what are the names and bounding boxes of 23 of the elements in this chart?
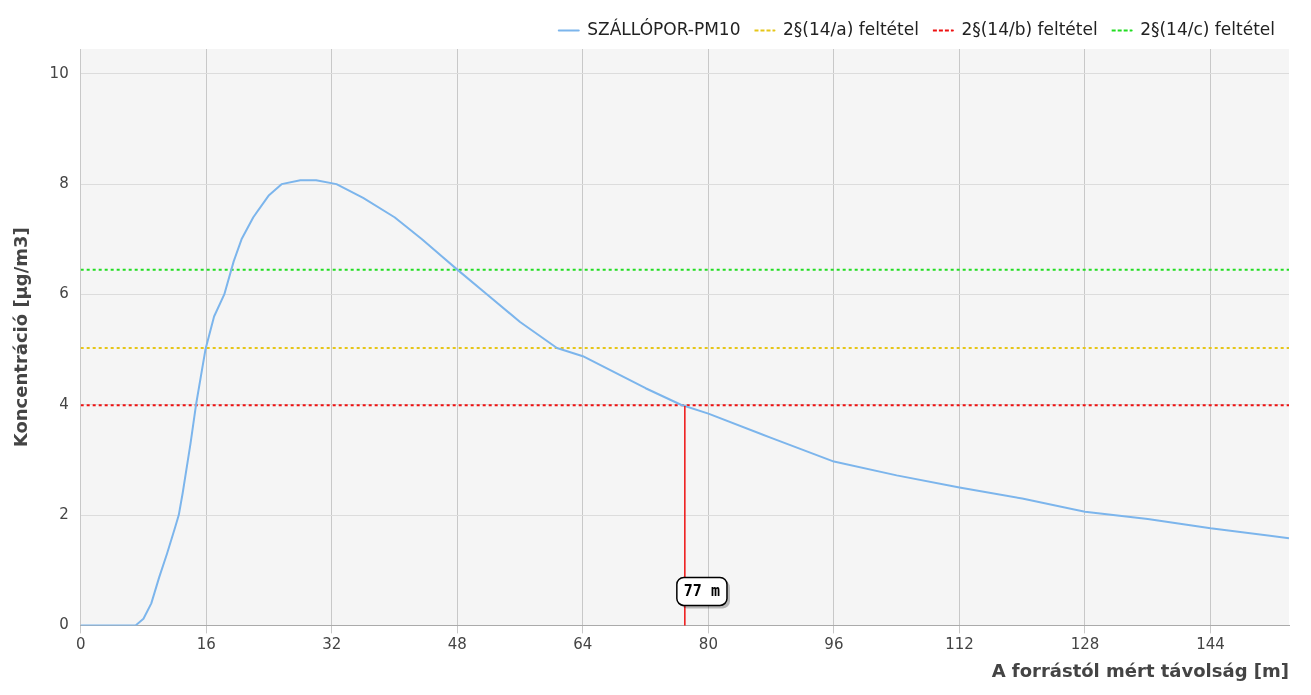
legend-label: 2§(14/a) feltétel xyxy=(783,18,919,39)
legend-label: SZÁLLÓPOR-PM10 xyxy=(587,17,741,39)
x-tick-label: 64 xyxy=(573,635,593,654)
x-axis-title: A forrástól mért távolság [m] xyxy=(991,659,1289,681)
y-tick-label: 10 xyxy=(49,63,69,82)
legend-label: 2§(14/b) feltétel xyxy=(961,18,1098,39)
y-tick-label: 8 xyxy=(59,174,69,193)
x-tick-label: 0 xyxy=(75,635,86,654)
x-tick-label: 112 xyxy=(945,635,974,654)
y-tick-label: 0 xyxy=(59,615,69,634)
x-tick-label: 144 xyxy=(1196,635,1225,654)
x-tick-label: 48 xyxy=(447,635,467,654)
ref-line-label: 77 m xyxy=(683,582,720,601)
x-tick-label: 96 xyxy=(824,635,844,654)
y-tick-label: 6 xyxy=(59,284,69,303)
x-tick-label: 32 xyxy=(322,635,342,654)
x-tick-label: 128 xyxy=(1070,635,1100,654)
y-axis-title: Koncentráció [µg/m3] xyxy=(10,227,32,448)
y-tick-label: 2 xyxy=(59,504,69,523)
y-tick-label: 4 xyxy=(59,394,69,413)
x-tick-label: 16 xyxy=(196,635,216,654)
legend-label: 2§(14/c) feltétel xyxy=(1140,18,1276,39)
x-tick-label: 80 xyxy=(698,635,718,654)
